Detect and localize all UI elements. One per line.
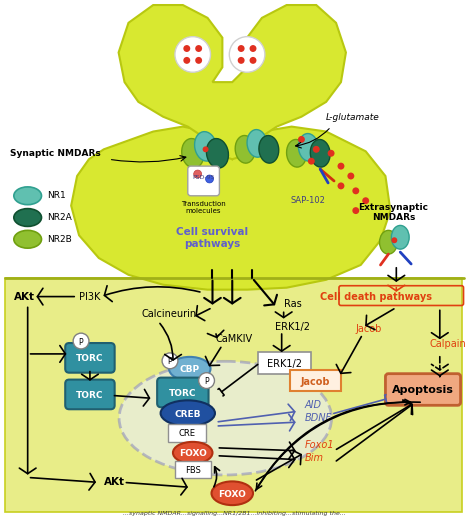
Text: BDNF: BDNF <box>304 413 331 423</box>
Text: Apoptosis: Apoptosis <box>392 385 454 395</box>
Circle shape <box>183 57 190 64</box>
Ellipse shape <box>235 135 255 163</box>
Text: Calcineurin: Calcineurin <box>141 310 196 320</box>
Circle shape <box>298 136 305 143</box>
Ellipse shape <box>206 139 228 168</box>
Text: PI3K: PI3K <box>79 292 100 302</box>
Circle shape <box>337 163 345 169</box>
Ellipse shape <box>194 132 217 161</box>
Circle shape <box>237 45 245 52</box>
Text: Cell death pathways: Cell death pathways <box>319 291 431 302</box>
FancyBboxPatch shape <box>175 461 210 479</box>
Text: CREB: CREB <box>174 410 201 419</box>
Circle shape <box>175 37 210 72</box>
Circle shape <box>337 183 345 189</box>
FancyBboxPatch shape <box>65 343 115 373</box>
Text: TORC: TORC <box>169 389 197 398</box>
Ellipse shape <box>169 357 210 381</box>
Text: P: P <box>168 357 173 366</box>
Text: ERK1/2: ERK1/2 <box>275 322 310 332</box>
Text: Jacob: Jacob <box>356 324 382 334</box>
Text: P: P <box>204 377 209 386</box>
Text: AKt: AKt <box>14 292 35 302</box>
Bar <box>5 278 462 512</box>
Text: FOXO: FOXO <box>219 490 246 499</box>
FancyBboxPatch shape <box>385 373 461 405</box>
Text: NR1: NR1 <box>47 191 66 200</box>
Circle shape <box>195 57 202 64</box>
Text: Ras: Ras <box>283 300 301 310</box>
Circle shape <box>352 187 359 194</box>
Text: P: P <box>79 337 83 347</box>
Text: PSD-95: PSD-95 <box>192 176 215 180</box>
Circle shape <box>199 373 214 389</box>
Ellipse shape <box>299 133 318 161</box>
Text: TORC: TORC <box>76 391 104 400</box>
Circle shape <box>249 45 256 52</box>
Ellipse shape <box>173 442 212 463</box>
Circle shape <box>162 353 178 369</box>
Text: Jacob: Jacob <box>301 377 330 386</box>
Ellipse shape <box>310 140 330 167</box>
Circle shape <box>308 158 315 165</box>
Text: CBP: CBP <box>180 365 200 374</box>
Circle shape <box>328 150 335 157</box>
Text: Foxo1: Foxo1 <box>304 440 334 450</box>
FancyBboxPatch shape <box>65 380 115 410</box>
Circle shape <box>183 45 190 52</box>
Ellipse shape <box>392 225 409 249</box>
Text: TORC: TORC <box>76 355 104 363</box>
Ellipse shape <box>380 230 397 254</box>
Text: Transduction
molecules: Transduction molecules <box>181 201 226 214</box>
Circle shape <box>194 170 201 178</box>
FancyBboxPatch shape <box>157 378 209 407</box>
Ellipse shape <box>287 140 306 167</box>
Polygon shape <box>118 5 346 159</box>
FancyBboxPatch shape <box>188 166 219 196</box>
Ellipse shape <box>259 135 279 163</box>
Ellipse shape <box>161 401 215 426</box>
Text: FOXO: FOXO <box>179 449 207 458</box>
Text: Bim: Bim <box>304 452 323 463</box>
Circle shape <box>352 207 359 214</box>
Text: NR2B: NR2B <box>47 235 72 244</box>
Ellipse shape <box>14 230 42 248</box>
Circle shape <box>237 57 245 64</box>
Circle shape <box>202 146 209 152</box>
Circle shape <box>195 45 202 52</box>
Text: ERK1/2: ERK1/2 <box>267 359 302 369</box>
Circle shape <box>313 146 320 153</box>
Text: Synaptic NMDARs: Synaptic NMDARs <box>10 149 100 158</box>
Ellipse shape <box>119 361 332 475</box>
Ellipse shape <box>211 481 253 505</box>
Text: ...synaptic NMDAR...signalling...NR1/2B1...inhibiting...stimulating the...: ...synaptic NMDAR...signalling...NR1/2B1… <box>123 510 346 516</box>
Text: Cell survival
pathways: Cell survival pathways <box>176 228 248 249</box>
Text: FBS: FBS <box>185 466 201 475</box>
Text: NR2A: NR2A <box>47 213 72 222</box>
Circle shape <box>392 237 397 243</box>
FancyBboxPatch shape <box>168 424 206 442</box>
FancyBboxPatch shape <box>290 370 341 391</box>
Ellipse shape <box>182 139 204 168</box>
Polygon shape <box>71 127 391 290</box>
Circle shape <box>206 175 213 183</box>
Circle shape <box>229 37 265 72</box>
Text: CRE: CRE <box>178 429 195 438</box>
Circle shape <box>249 57 256 64</box>
Ellipse shape <box>14 187 42 204</box>
FancyBboxPatch shape <box>258 352 311 373</box>
Ellipse shape <box>247 130 267 157</box>
Circle shape <box>73 333 89 349</box>
Text: Calpain: Calpain <box>430 339 467 349</box>
Text: SAP-102: SAP-102 <box>291 196 326 205</box>
Ellipse shape <box>14 209 42 226</box>
Text: CaMKIV: CaMKIV <box>216 334 253 344</box>
Circle shape <box>362 197 369 204</box>
Text: Extrasynaptic
NMDARs: Extrasynaptic NMDARs <box>358 203 428 222</box>
Text: AKt: AKt <box>104 477 125 487</box>
Text: AID: AID <box>304 400 321 410</box>
Circle shape <box>347 173 354 179</box>
Text: L-glutamate: L-glutamate <box>326 112 380 122</box>
